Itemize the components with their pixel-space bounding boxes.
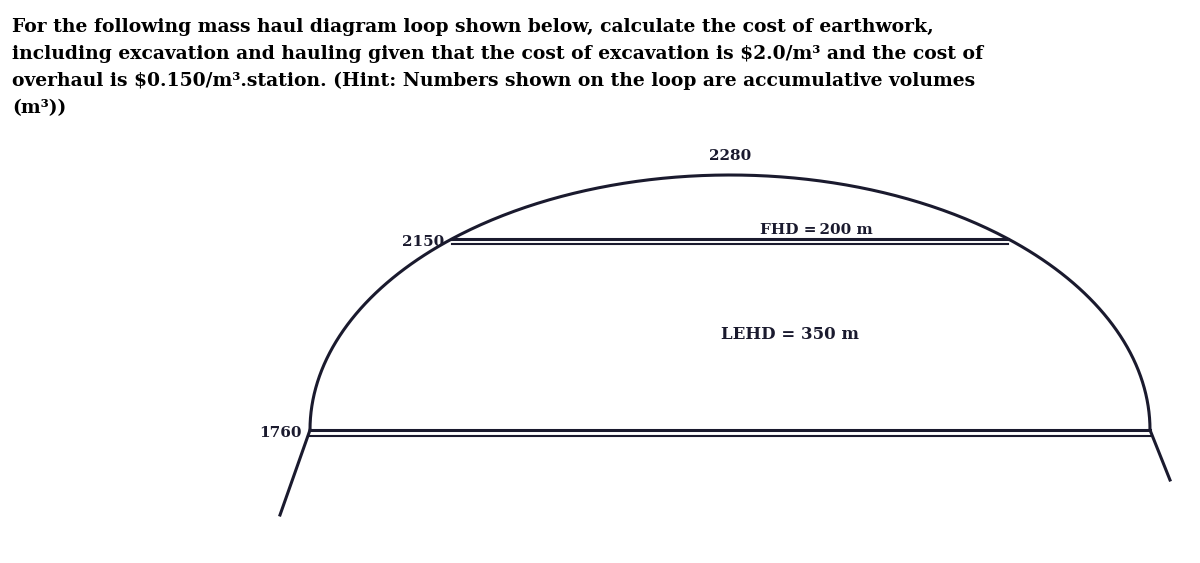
Text: For the following mass haul diagram loop shown below, calculate the cost of eart: For the following mass haul diagram loop…	[12, 18, 934, 36]
Text: 1760: 1760	[259, 426, 302, 440]
Text: 2150: 2150	[402, 235, 444, 249]
Text: (m³)): (m³))	[12, 99, 66, 117]
Text: 2280: 2280	[709, 149, 751, 163]
Text: including excavation and hauling given that the cost of excavation is $2.0/m³ an: including excavation and hauling given t…	[12, 45, 983, 63]
Text: overhaul is $0.150/m³.station. (Hint: Numbers shown on the loop are accumulative: overhaul is $0.150/m³.station. (Hint: Nu…	[12, 72, 976, 90]
Text: LEHD = 350 m: LEHD = 350 m	[721, 326, 859, 343]
Text: FHD = 200 m: FHD = 200 m	[760, 223, 872, 237]
